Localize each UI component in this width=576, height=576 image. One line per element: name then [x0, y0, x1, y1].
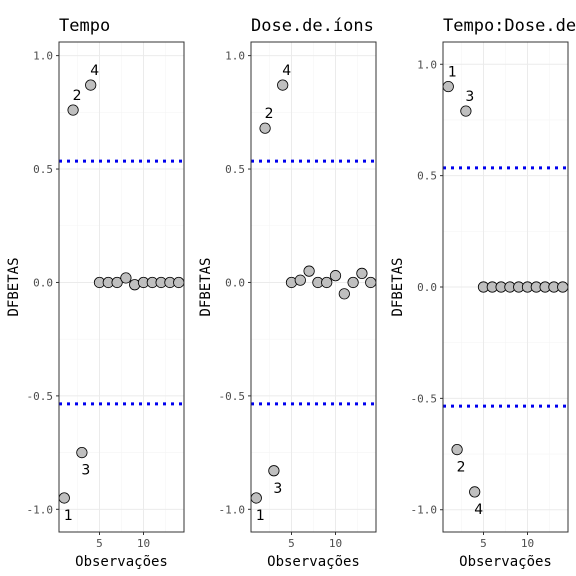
data-point — [294, 274, 306, 286]
data-point — [85, 79, 97, 91]
data-point — [250, 492, 262, 504]
point-label: 4 — [90, 63, 99, 79]
y-tick-label: 1.0 — [225, 50, 245, 63]
panel-title: Tempo — [59, 16, 110, 36]
x-tick-label: 10 — [137, 537, 150, 550]
data-point — [259, 122, 271, 134]
y-axis-title: DFBETAS — [390, 257, 406, 316]
y-axis-title: DFBETAS — [6, 257, 22, 316]
data-point — [111, 276, 123, 289]
data-point — [120, 272, 132, 284]
data-point — [365, 276, 377, 289]
point-label: 1 — [256, 508, 265, 524]
panel-title: Dose.de.íons — [251, 16, 374, 36]
data-point — [329, 270, 342, 282]
data-point — [173, 276, 185, 289]
panel-title: Tempo:Dose.de.íons — [443, 16, 576, 36]
y-tick-label: 1.0 — [33, 50, 53, 63]
y-axis-title: DFBETAS — [198, 257, 214, 316]
panel-border — [58, 41, 185, 533]
x-axis-title: Observações — [75, 554, 168, 570]
data-point — [321, 276, 333, 289]
x-axis-title: Observações — [267, 554, 360, 570]
data-point — [469, 486, 481, 498]
y-tick-label: 0.0 — [417, 281, 437, 294]
point-label: 2 — [265, 106, 274, 122]
data-point — [58, 492, 70, 504]
x-axis-title: Observações — [459, 554, 552, 570]
y-tick-label: 0.0 — [225, 276, 245, 289]
point-label: 3 — [81, 463, 90, 479]
data-point — [303, 265, 315, 277]
x-tick-label: 10 — [521, 537, 534, 550]
y-tick-label: -1.0 — [219, 503, 246, 516]
data-point — [451, 443, 463, 456]
y-tick-label: -0.5 — [27, 390, 54, 403]
data-point — [338, 288, 350, 300]
point-label: 2 — [457, 460, 466, 476]
point-label: 4 — [282, 63, 291, 79]
data-point — [460, 105, 472, 117]
x-tick-label: 5 — [480, 537, 487, 550]
y-tick-label: 0.5 — [417, 170, 437, 183]
data-point — [557, 281, 569, 293]
data-point — [277, 79, 289, 91]
x-tick-label: 5 — [96, 537, 103, 550]
y-tick-label: -1.0 — [27, 503, 54, 516]
y-tick-label: 0.0 — [33, 276, 53, 289]
x-tick-label: 5 — [288, 537, 295, 550]
data-point — [67, 104, 79, 116]
y-tick-label: 0.5 — [33, 163, 53, 176]
x-tick-label: 10 — [329, 537, 342, 550]
point-label: 3 — [465, 89, 474, 105]
panel-1: 1 2 3 4 -1.0 -0.5 0.0 0.5 1.0 5 10 Tempo Observações… — [6, 16, 185, 570]
data-point — [356, 267, 368, 279]
data-point — [442, 80, 454, 93]
panel-3: 1 2 3 4 -1.0 -0.5 0.0 0.5 1.0 5 10 Tempo:Dose.de.ío… — [390, 16, 576, 570]
y-tick-label: -0.5 — [219, 390, 246, 403]
data-point — [268, 465, 280, 477]
point-label: 1 — [448, 65, 457, 81]
point-label: 3 — [273, 481, 282, 497]
y-tick-label: 1.0 — [417, 58, 437, 71]
y-tick-label: -0.5 — [411, 392, 438, 405]
data-point — [347, 276, 359, 289]
y-tick-label: 0.5 — [225, 163, 245, 176]
point-label: 1 — [64, 508, 73, 524]
data-point — [76, 447, 88, 459]
point-label: 4 — [474, 502, 483, 518]
panel-border — [250, 41, 377, 533]
panel-2: 1 2 3 4 -1.0 -0.5 0.0 0.5 1.0 5 10 Dose.de.íons Obse… — [198, 16, 377, 570]
point-label: 2 — [73, 88, 82, 104]
y-tick-label: -1.0 — [411, 504, 438, 517]
